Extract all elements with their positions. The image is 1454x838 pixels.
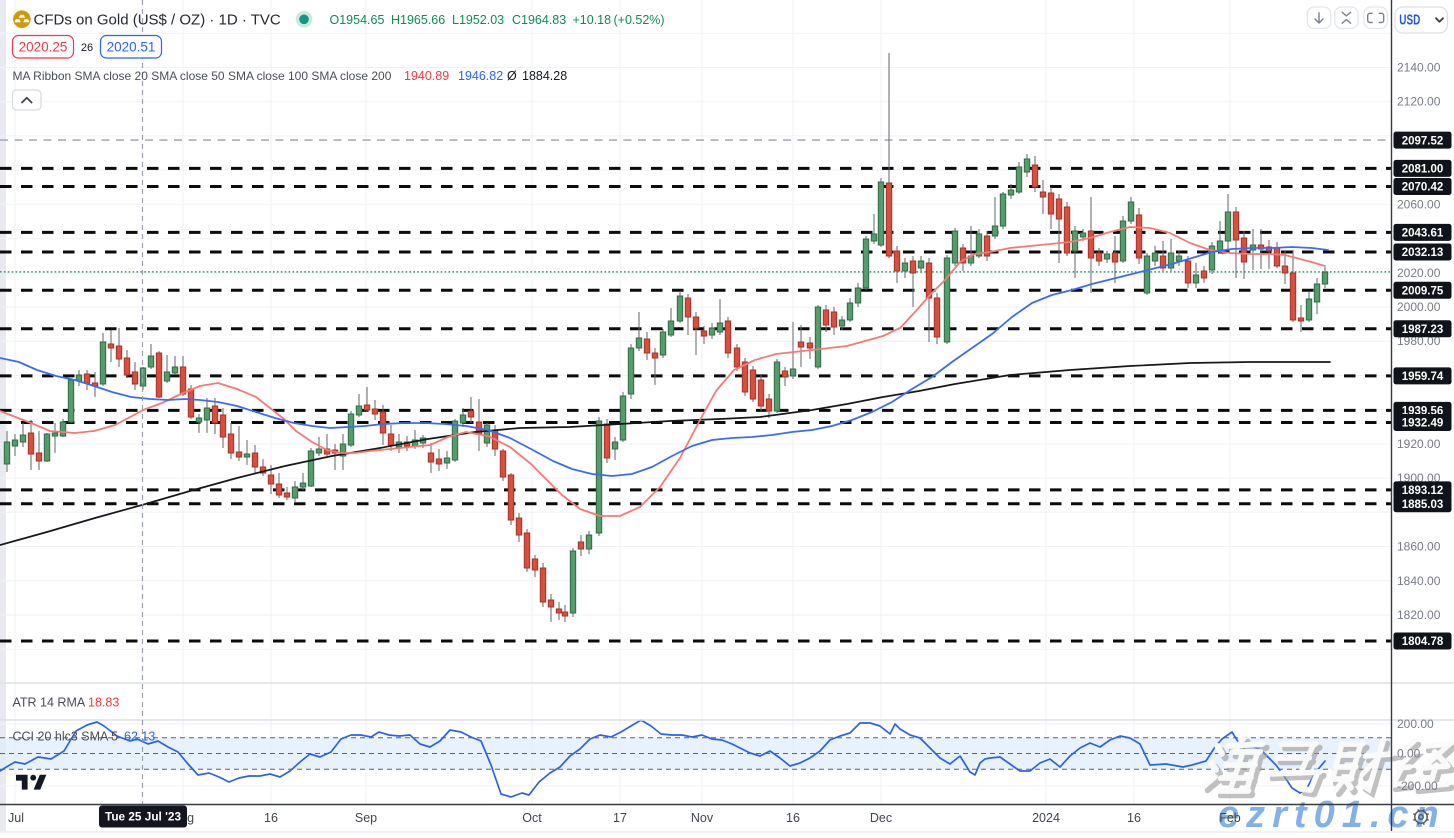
svg-text:2120.00: 2120.00 <box>1397 95 1441 109</box>
svg-text:Sep: Sep <box>355 811 377 825</box>
svg-text:Nov: Nov <box>691 811 714 825</box>
svg-text:1893.12: 1893.12 <box>1402 485 1444 497</box>
svg-text:CCI 20 hlc3 SMA 5: CCI 20 hlc3 SMA 5 <box>13 730 119 744</box>
svg-text:2140.00: 2140.00 <box>1397 61 1441 75</box>
svg-text:Ø: Ø <box>507 69 517 83</box>
svg-text:Oct: Oct <box>522 811 542 825</box>
svg-text:2043.61: 2043.61 <box>1402 228 1444 240</box>
svg-text:17: 17 <box>613 811 627 825</box>
svg-text:1860.00: 1860.00 <box>1397 540 1441 554</box>
svg-text:2020.00: 2020.00 <box>1397 266 1441 280</box>
svg-text:2081.00: 2081.00 <box>1402 164 1444 176</box>
svg-text:2020.51: 2020.51 <box>107 40 156 55</box>
svg-text:1885.03: 1885.03 <box>1402 499 1444 511</box>
svg-text:USD: USD <box>1399 12 1420 29</box>
svg-text:1820.00: 1820.00 <box>1397 608 1441 622</box>
svg-text:2024: 2024 <box>1032 811 1060 825</box>
svg-text:1932.49: 1932.49 <box>1402 418 1444 430</box>
svg-text:1946.82: 1946.82 <box>458 69 503 83</box>
svg-text:1980.00: 1980.00 <box>1397 334 1441 348</box>
svg-text:2000.00: 2000.00 <box>1397 300 1441 314</box>
svg-text:L1952.03: L1952.03 <box>452 13 504 27</box>
svg-text:18.83: 18.83 <box>88 696 119 710</box>
svg-text:2020.25: 2020.25 <box>19 40 68 55</box>
svg-text:Jul: Jul <box>8 811 24 825</box>
svg-text:Tue 25 Jul '23: Tue 25 Jul '23 <box>105 810 181 824</box>
svg-text:2009.75: 2009.75 <box>1402 286 1444 298</box>
svg-text:(+0.52%): (+0.52%) <box>614 13 665 27</box>
svg-text:MA Ribbon SMA close 20 SMA clo: MA Ribbon SMA close 20 SMA close 50 SMA … <box>13 69 392 83</box>
svg-text:+10.18: +10.18 <box>573 13 612 27</box>
svg-text:16: 16 <box>264 811 278 825</box>
svg-text:1920.00: 1920.00 <box>1397 437 1441 451</box>
svg-text:16: 16 <box>786 811 800 825</box>
svg-text:-200.00: -200.00 <box>1397 779 1438 793</box>
svg-text:200.00: 200.00 <box>1397 717 1434 731</box>
svg-text:ATR 14 RMA: ATR 14 RMA <box>13 696 86 710</box>
svg-text:C1964.83: C1964.83 <box>512 13 566 27</box>
svg-text:Feb: Feb <box>1219 811 1241 825</box>
svg-text:1804.78: 1804.78 <box>1402 636 1444 648</box>
svg-text:16: 16 <box>1127 811 1141 825</box>
svg-text:2060.00: 2060.00 <box>1397 197 1441 211</box>
svg-text:2032.13: 2032.13 <box>1402 247 1444 259</box>
svg-text:62.13: 62.13 <box>124 730 155 744</box>
svg-text:CFDs on Gold (US$ / OZ) · 1D ·: CFDs on Gold (US$ / OZ) · 1D · TVC <box>34 12 281 29</box>
svg-text:Dec: Dec <box>870 811 892 825</box>
svg-text:1884.28: 1884.28 <box>522 69 567 83</box>
svg-text:O1954.65: O1954.65 <box>330 13 385 27</box>
svg-text:2097.52: 2097.52 <box>1402 135 1444 147</box>
svg-text:0.00: 0.00 <box>1397 747 1421 761</box>
svg-text:H1965.66: H1965.66 <box>391 13 445 27</box>
svg-text:1959.74: 1959.74 <box>1402 371 1444 383</box>
svg-text:ezrt01.cn: ezrt01.cn <box>1218 794 1446 833</box>
svg-text:1940.89: 1940.89 <box>404 69 449 83</box>
svg-text:1987.23: 1987.23 <box>1402 324 1444 336</box>
svg-text:1840.00: 1840.00 <box>1397 574 1441 588</box>
svg-text:2070.42: 2070.42 <box>1402 182 1444 194</box>
svg-text:26: 26 <box>81 42 93 54</box>
